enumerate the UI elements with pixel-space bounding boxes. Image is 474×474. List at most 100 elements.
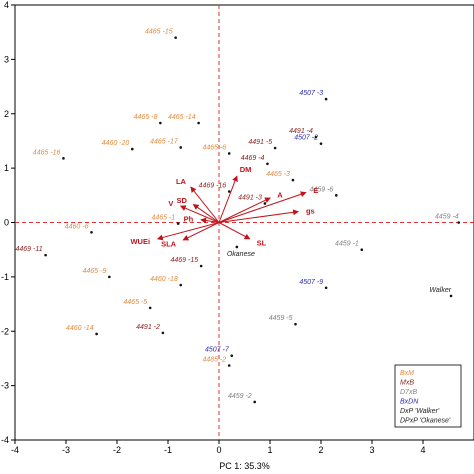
y-tick-label-3: -1 xyxy=(1,272,9,282)
loading-vector-5 xyxy=(192,203,220,223)
point-label-25: 4459 -1 xyxy=(335,241,359,248)
data-point-32 xyxy=(449,294,453,298)
loading-vector-2 xyxy=(218,197,271,223)
data-point-12 xyxy=(176,222,180,225)
y-tick-label-5: 1 xyxy=(4,163,9,173)
data-point-7 xyxy=(90,230,93,234)
point-label-27: 4459 -2 xyxy=(228,393,252,400)
data-point-29 xyxy=(319,142,323,145)
legend-entry-1: MxB xyxy=(400,380,414,387)
y-tick-label-0: -4 xyxy=(1,435,9,445)
vector-label-2: A xyxy=(277,191,283,200)
loading-vector-7 xyxy=(200,217,220,224)
point-label-32: Walker xyxy=(429,287,451,294)
data-point-33 xyxy=(235,245,239,249)
point-label-13: 4485 -2 xyxy=(202,357,226,364)
y-tick-label-6: 2 xyxy=(4,109,9,119)
data-point-0 xyxy=(174,36,177,39)
legend-entry-0: BxM xyxy=(400,370,414,377)
legend-box xyxy=(394,364,462,428)
data-point-22 xyxy=(161,331,165,335)
point-label-30: 4507 -9 xyxy=(299,279,323,286)
point-label-22: 4491 -2 xyxy=(136,324,160,331)
x-tick-label-0: -4 xyxy=(11,445,19,455)
x-tick-label-1: -3 xyxy=(62,445,70,455)
data-point-21 xyxy=(199,264,203,268)
point-label-21: 4469 -15 xyxy=(171,257,199,264)
y-tick-label-2: -2 xyxy=(1,326,9,336)
point-label-2: 4465 -8 xyxy=(134,114,158,121)
point-label-24: 4459 -4 xyxy=(435,214,459,221)
y-tick-label-4: 0 xyxy=(4,218,9,228)
loading-vector-1 xyxy=(190,186,220,223)
data-point-13 xyxy=(227,364,231,367)
point-label-8: 4465 -9 xyxy=(83,268,107,275)
data-point-28 xyxy=(324,97,328,101)
x-tick-label-3: -1 xyxy=(164,445,172,455)
data-point-1 xyxy=(131,147,134,151)
loading-vector-10 xyxy=(218,222,251,240)
data-point-4 xyxy=(62,157,65,160)
vector-label-5: SD xyxy=(177,196,188,205)
x-tick-label-7: 3 xyxy=(369,445,374,455)
data-point-17 xyxy=(266,162,269,166)
data-point-9 xyxy=(148,306,152,310)
tick-group: -4 -3 -2 -1 0 1 2 3 4 -4 -3 -2 -1 0 1 2 3 4 xyxy=(1,0,426,455)
point-label-33: Okanese xyxy=(227,251,255,258)
legend-entry-4: DxP 'Walker' xyxy=(400,408,440,415)
vector-group: DM LA A Egs SD V Ph WUEi SLA SL xyxy=(130,165,318,249)
data-point-30 xyxy=(324,286,328,290)
point-group: 4465 -15 4460 -20 4465 -8 4465 -14 4465 -16 4… xyxy=(15,29,461,404)
x-axis-title: PC 1: 35.3% xyxy=(219,461,270,471)
data-point-23 xyxy=(335,194,338,197)
point-label-1: 4460 -20 xyxy=(102,140,130,147)
data-point-2 xyxy=(159,121,162,125)
legend: BxM MxB D7xB BxDN DxP 'Walker' DPxP 'Okanese' xyxy=(394,364,462,428)
loading-vector-6 xyxy=(179,205,220,223)
point-label-14: 4465 -3 xyxy=(266,171,290,178)
point-label-23: 4459 -6 xyxy=(310,186,334,193)
data-point-25 xyxy=(360,248,364,251)
point-label-6: 4465 -6 xyxy=(202,144,226,151)
data-point-18 xyxy=(227,190,231,193)
point-label-15: 4491 -5 xyxy=(248,139,272,146)
vector-label-3: E xyxy=(313,186,318,195)
x-tick-label-2: -2 xyxy=(113,445,121,455)
point-label-17: 4469 -4 xyxy=(241,155,265,162)
y-tick-label-7: 3 xyxy=(4,54,9,64)
loading-vector-3 xyxy=(218,191,307,223)
x-tick-label-6: 2 xyxy=(318,445,323,455)
point-label-7: 4460 -6 xyxy=(65,223,89,230)
point-label-3: 4465 -14 xyxy=(168,114,196,121)
vector-label-4: gs xyxy=(306,207,315,216)
vector-label-9: SLA xyxy=(161,239,177,248)
data-point-6 xyxy=(227,152,231,155)
vector-label-6: V xyxy=(168,199,173,208)
point-label-9: 4465 -5 xyxy=(123,299,147,306)
data-point-19 xyxy=(263,202,267,205)
point-label-18: 4469 -16 xyxy=(199,183,227,190)
legend-entry-2: D7xB xyxy=(400,389,417,396)
loading-vector-4 xyxy=(218,209,300,223)
legend-entry-5: DPxP 'Okanese' xyxy=(400,418,451,425)
legend-entry-3: BxDN xyxy=(400,399,419,406)
data-point-15 xyxy=(273,146,277,150)
x-tick-label-4: 0 xyxy=(216,445,221,455)
vector-label-0: DM xyxy=(240,165,252,174)
point-label-0: 4465 -15 xyxy=(145,29,173,36)
y-tick-label-8: 4 xyxy=(4,0,9,10)
vector-label-10: SL xyxy=(257,239,267,248)
point-label-4: 4465 -16 xyxy=(33,149,61,156)
vector-label-8: WUEi xyxy=(130,237,150,246)
y-tick-label-1: -3 xyxy=(1,381,9,391)
point-label-11: 4460 -14 xyxy=(66,325,94,332)
data-point-8 xyxy=(108,275,111,279)
point-label-26: 4459 -5 xyxy=(269,315,293,322)
data-point-14 xyxy=(291,178,295,182)
point-label-19: 4491 -3 xyxy=(238,194,262,201)
point-label-5: 4465 -17 xyxy=(150,138,179,145)
data-point-16 xyxy=(314,135,318,139)
point-label-20: 4469 -11 xyxy=(15,246,42,253)
